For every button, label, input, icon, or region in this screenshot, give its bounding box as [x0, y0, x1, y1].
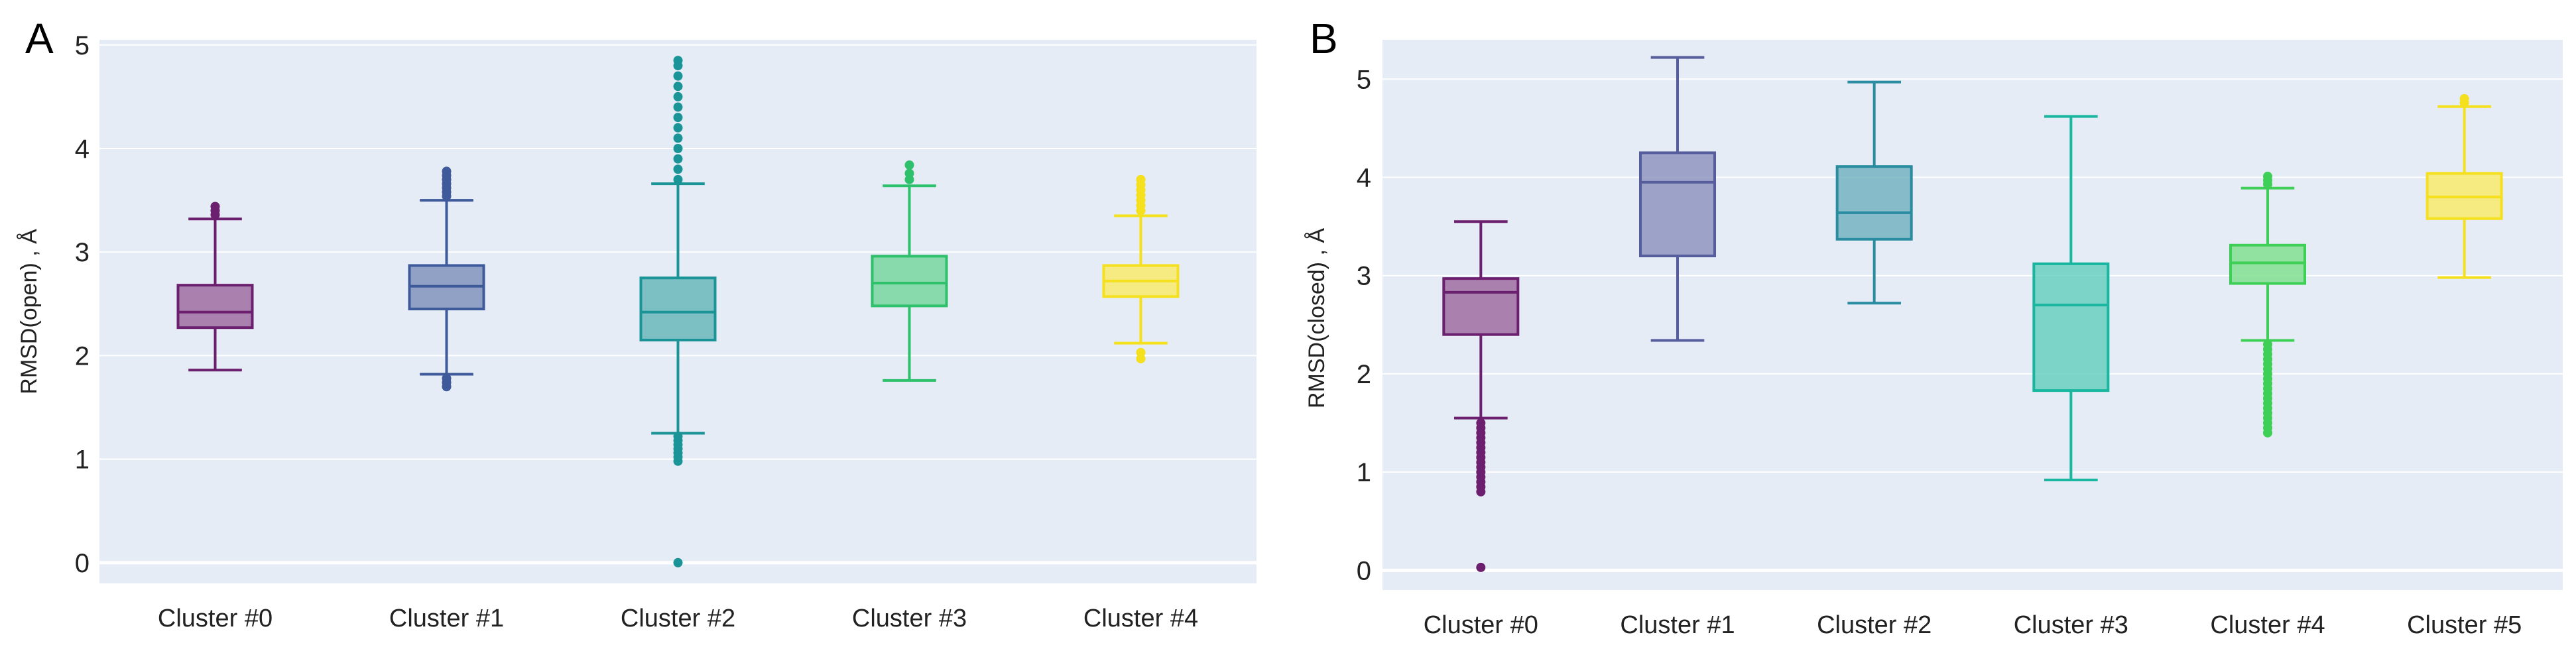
- panel-a-x-label-cluster-4: Cluster #4: [1083, 605, 1198, 632]
- panel-b-y-ticks: 0 1 2 3 4 5: [1357, 65, 1371, 585]
- outlier-point: [2459, 93, 2469, 103]
- panel-a-letter: A: [25, 15, 54, 62]
- outlier-point: [210, 202, 220, 211]
- panel-b-x-label-cluster-1: Cluster #1: [1620, 611, 1735, 639]
- panel-b-box-cluster-0: [1442, 220, 1520, 572]
- panel-b-gridlines: [1382, 78, 2563, 572]
- panel-b-y-tick-label: 2: [1357, 360, 1371, 389]
- panel-a-x-label-cluster-2: Cluster #2: [621, 605, 735, 632]
- panel-a-y-tick-label: 0: [75, 549, 90, 578]
- panel-b-y-tick-label: 3: [1357, 262, 1371, 291]
- panel-b-y-tick-label: 5: [1357, 65, 1371, 94]
- iqr-box: [1442, 277, 1520, 336]
- panel-a-x-label-cluster-1: Cluster #1: [389, 605, 504, 632]
- outlier-point: [673, 123, 683, 133]
- panel-b-box-cluster-4: [2229, 172, 2306, 438]
- outlier-point: [904, 160, 914, 170]
- outlier-point: [673, 133, 683, 143]
- panel-b-y-axis-title: RMSD(closed) , Å: [1304, 228, 1329, 408]
- panel-a-y-ticks: 0 1 2 3 4 5: [75, 31, 90, 578]
- panel-a-box-cluster-2: [639, 56, 717, 567]
- outlier-point: [673, 71, 683, 81]
- outlier-point: [673, 91, 683, 101]
- outlier-point: [673, 113, 683, 123]
- outlier-point: [2263, 339, 2272, 349]
- outlier-point: [2263, 172, 2272, 182]
- panel-b-boxes: [1442, 56, 2503, 572]
- outlier-point: [1476, 562, 1486, 572]
- outlier-point: [673, 56, 683, 66]
- iqr-box: [871, 255, 948, 308]
- panel-a-y-tick-label: 3: [75, 238, 90, 267]
- iqr-box: [2032, 262, 2110, 392]
- panel-a-y-axis-title: RMSD(open) , Å: [17, 229, 42, 394]
- panel-b-x-label-cluster-0: Cluster #0: [1424, 611, 1538, 639]
- panel-a-box-cluster-4: [1102, 174, 1180, 364]
- outlier-point: [673, 154, 683, 164]
- panel-b-x-label-cluster-2: Cluster #2: [1817, 611, 1932, 639]
- outlier-point: [673, 102, 683, 112]
- outlier-point: [673, 432, 683, 442]
- iqr-box: [639, 276, 717, 341]
- iqr-box: [176, 284, 254, 329]
- panel-b-letter: B: [1310, 15, 1338, 62]
- panel-b-box-cluster-2: [1835, 80, 1913, 305]
- panel-a-y-tick-label: 2: [75, 341, 90, 371]
- outlier-point: [673, 174, 683, 184]
- outlier-point: [673, 82, 683, 91]
- panel-b-y-tick-label: 4: [1357, 164, 1371, 193]
- outlier-point: [673, 164, 683, 174]
- outlier-point: [673, 144, 683, 153]
- panel-a-x-labels: Cluster #0 Cluster #1 Cluster #2 Cluster #3…: [158, 605, 1198, 632]
- panel-a-box-cluster-1: [408, 166, 485, 392]
- outlier-point: [673, 558, 683, 567]
- panel-a-y-tick-label: 4: [75, 135, 90, 164]
- panel-b-y-tick-label: 0: [1357, 556, 1371, 585]
- outlier-point: [904, 168, 914, 178]
- panel-b-x-label-cluster-4: Cluster #4: [2210, 611, 2325, 639]
- outlier-point: [442, 373, 452, 383]
- panel-b-x-label-cluster-3: Cluster #3: [2014, 611, 2128, 639]
- panel-b-x-label-cluster-5: Cluster #5: [2407, 611, 2522, 639]
- outlier-point: [442, 166, 452, 176]
- iqr-box: [1639, 151, 1716, 258]
- panel-a-box-cluster-3: [871, 160, 948, 382]
- panel-a-boxes: [176, 56, 1180, 567]
- panel-b-plot-area: [1382, 40, 2563, 590]
- iqr-box: [2229, 243, 2306, 285]
- panel-a-y-tick-label: 5: [75, 31, 90, 60]
- panel-a-box-cluster-0: [176, 202, 254, 372]
- outlier-point: [1136, 347, 1146, 357]
- outlier-point: [1476, 418, 1486, 428]
- panel-b-box-cluster-5: [2425, 93, 2503, 279]
- panel-a-y-tick-label: 1: [75, 445, 90, 475]
- panel-a-x-label-cluster-3: Cluster #3: [852, 605, 967, 632]
- panel-b-box-cluster-3: [2032, 115, 2110, 481]
- panel-b-y-tick-label: 1: [1357, 458, 1371, 487]
- panel-a-x-label-cluster-0: Cluster #0: [158, 605, 273, 632]
- iqr-box: [1835, 165, 1913, 241]
- outlier-point: [1136, 174, 1146, 184]
- panel-b-x-labels: Cluster #0 Cluster #1 Cluster #2 Cluster #3…: [1424, 611, 2522, 639]
- panel-b-box-cluster-1: [1639, 56, 1716, 342]
